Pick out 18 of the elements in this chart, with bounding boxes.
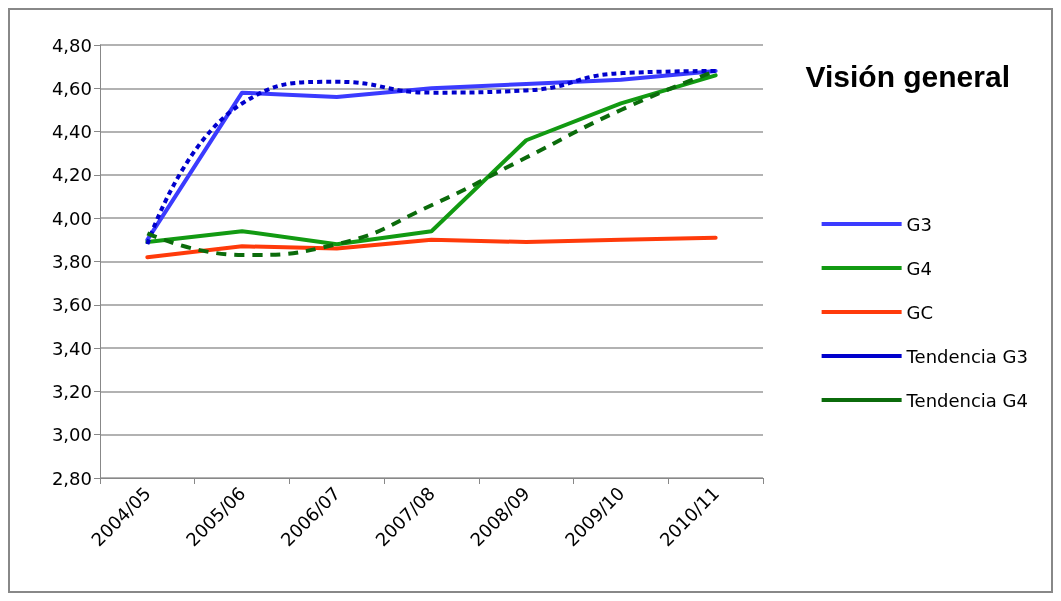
y-tick-label: 3,60 (51, 294, 92, 316)
y-tick-label: 4,20 (51, 164, 92, 186)
text: Visión general (805, 59, 1011, 93)
y-tick-label: 3,80 (51, 251, 92, 272)
y-tick-label: 4,80 (51, 34, 92, 56)
legend-label: G3 (906, 213, 933, 235)
y-tick-label: 3,20 (51, 380, 92, 402)
legend-label: GC (906, 301, 934, 323)
y-tick-label: 4,40 (51, 121, 92, 143)
line-series (145, 235, 718, 260)
y-tick-label: 4,00 (51, 207, 92, 229)
y-tick-label: 3,40 (51, 337, 92, 359)
legend-label: Tendencia G3 (905, 345, 1029, 367)
y-tick-label: 4,60 (51, 77, 92, 99)
legend-label: G4 (906, 257, 933, 279)
y-tick-label: 3,00 (51, 424, 92, 446)
y-tick-label: 2,80 (51, 467, 92, 489)
legend-label: Tendencia G4 (905, 389, 1029, 411)
